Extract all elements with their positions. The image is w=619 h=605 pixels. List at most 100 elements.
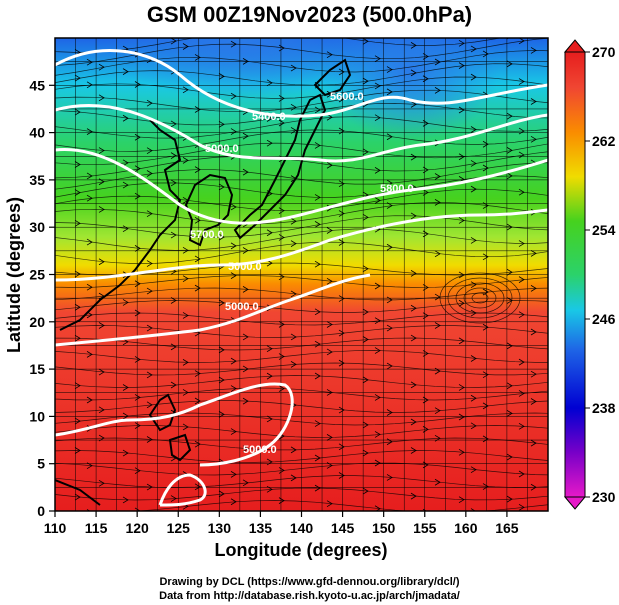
wind-arrow bbox=[290, 290, 297, 298]
wind-arrow bbox=[518, 470, 525, 478]
colorbar-tick-label: 238 bbox=[592, 400, 616, 416]
wind-arrow bbox=[374, 317, 381, 325]
wind-arrow bbox=[170, 343, 177, 351]
y-axis-title: Latitude (degrees) bbox=[4, 197, 24, 353]
wind-arrow bbox=[267, 28, 272, 34]
wind-arrow bbox=[182, 359, 189, 366]
wind-arrow bbox=[290, 361, 297, 368]
wind-arrow bbox=[122, 449, 129, 457]
wind-arrow bbox=[314, 194, 321, 201]
wind-arrow bbox=[170, 120, 177, 128]
wind-arrow bbox=[410, 334, 417, 342]
y-tick-label: 15 bbox=[29, 361, 45, 377]
wind-arrow bbox=[74, 161, 81, 168]
wind-arrow bbox=[410, 492, 417, 500]
wind-arrow bbox=[290, 333, 297, 341]
wind-arrow bbox=[146, 260, 153, 267]
wind-arrow bbox=[146, 483, 153, 491]
wind-arrow bbox=[266, 139, 273, 147]
wind-arrow bbox=[74, 303, 81, 311]
wind-arrow bbox=[122, 299, 129, 306]
wind-arrow bbox=[98, 94, 105, 102]
x-tick-label: 160 bbox=[454, 520, 478, 536]
credits-line-2: Data from http://database.rish.kyoto-u.a… bbox=[159, 590, 460, 602]
wind-arrow bbox=[374, 431, 381, 438]
wind-arrow bbox=[362, 336, 369, 343]
y-tick-label: 45 bbox=[29, 77, 45, 93]
wind-arrow bbox=[278, 385, 285, 392]
wind-arrow bbox=[314, 260, 321, 268]
wind-arrow bbox=[146, 324, 153, 332]
wind-arrow bbox=[134, 165, 141, 173]
wind-arrow bbox=[326, 113, 333, 121]
wind-arrow bbox=[410, 42, 417, 49]
wind-arrow bbox=[386, 243, 393, 251]
wind-arrow bbox=[230, 203, 237, 211]
wind-arrow bbox=[74, 108, 81, 116]
wind-arrow bbox=[86, 283, 93, 291]
wind-arrow bbox=[219, 30, 224, 36]
wind-arrow bbox=[170, 381, 177, 389]
x-tick-label: 110 bbox=[44, 520, 67, 536]
wind-arrow bbox=[230, 40, 237, 48]
y-tick-label: 35 bbox=[29, 172, 45, 188]
wind-arrow bbox=[470, 237, 477, 244]
wind-arrow bbox=[218, 376, 225, 384]
wind-arrow bbox=[134, 309, 141, 317]
wind-arrow bbox=[506, 453, 513, 461]
wind-arrow bbox=[362, 213, 369, 221]
wind-arrow bbox=[182, 157, 189, 164]
streamline bbox=[55, 116, 548, 139]
wind-arrow bbox=[434, 434, 441, 442]
wind-arrow bbox=[146, 436, 153, 443]
streamline bbox=[55, 300, 548, 313]
wind-arrow bbox=[530, 328, 537, 336]
wind-arrow bbox=[434, 407, 441, 414]
wind-arrow bbox=[266, 79, 273, 87]
wind-arrow bbox=[326, 277, 333, 285]
wind-arrow bbox=[482, 253, 489, 261]
wind-arrow bbox=[338, 95, 345, 103]
wind-arrow bbox=[278, 95, 285, 102]
wind-arrow bbox=[266, 372, 273, 380]
wind-arrow bbox=[314, 484, 321, 492]
wind-arrow bbox=[242, 397, 249, 405]
wind-arrow bbox=[74, 447, 81, 454]
wind-arrow bbox=[230, 272, 237, 279]
wind-arrow bbox=[266, 345, 273, 353]
wind-arrow bbox=[74, 189, 81, 196]
wind-arrow bbox=[182, 423, 189, 431]
wind-arrow bbox=[170, 179, 177, 187]
wind-arrow bbox=[242, 132, 249, 140]
wind-arrow bbox=[434, 322, 441, 329]
y-tick-label: 30 bbox=[29, 219, 45, 235]
wind-arrow bbox=[170, 231, 177, 239]
wind-arrow bbox=[386, 66, 393, 73]
wind-arrow bbox=[410, 69, 417, 77]
wind-arrow bbox=[314, 420, 321, 427]
wind-arrow bbox=[86, 396, 93, 404]
wind-arrow bbox=[410, 447, 417, 454]
y-tick-label: 0 bbox=[37, 503, 45, 519]
wind-arrow bbox=[278, 467, 285, 474]
wind-arrow bbox=[374, 114, 381, 122]
wind-arrow bbox=[386, 474, 393, 481]
colorbar-top-arrow bbox=[563, 39, 587, 53]
streamline bbox=[55, 103, 548, 126]
wind-arrow bbox=[98, 368, 105, 376]
wind-arrow bbox=[338, 68, 345, 76]
wind-arrow bbox=[278, 234, 285, 241]
wind-arrow bbox=[74, 493, 81, 501]
streamline bbox=[55, 437, 548, 451]
streamline bbox=[55, 63, 548, 86]
wind-arrow bbox=[86, 128, 93, 135]
wind-arrow bbox=[242, 58, 249, 65]
wind-arrow bbox=[122, 412, 129, 420]
wind-arrow bbox=[314, 308, 321, 316]
wind-arrow bbox=[122, 384, 129, 391]
wind-arrow bbox=[278, 353, 285, 360]
colorbar-tick-label: 262 bbox=[592, 133, 616, 149]
wind-arrow bbox=[506, 495, 513, 503]
wind-arrow bbox=[182, 275, 189, 283]
wind-arrow bbox=[362, 487, 369, 495]
